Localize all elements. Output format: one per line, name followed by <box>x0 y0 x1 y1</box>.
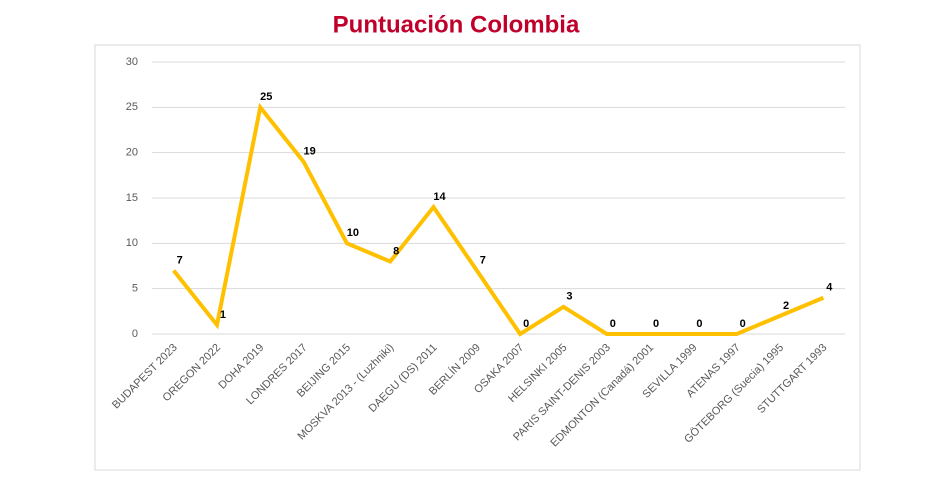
y-tick-label: 30 <box>126 56 138 68</box>
data-label: 7 <box>480 254 486 266</box>
data-label: 0 <box>653 318 659 330</box>
data-label: 8 <box>393 245 399 257</box>
data-label: 19 <box>303 146 315 158</box>
data-label: 25 <box>260 91 272 103</box>
data-label: 3 <box>566 291 572 303</box>
data-label: 0 <box>523 318 529 330</box>
data-label: 0 <box>696 318 702 330</box>
data-line <box>172 102 825 337</box>
y-tick-label: 25 <box>126 101 138 113</box>
y-tick-label: 15 <box>126 192 138 204</box>
y-tick-label: 10 <box>126 237 138 249</box>
chart-frame <box>94 44 861 471</box>
y-tick-label: 5 <box>132 283 138 295</box>
data-label: 7 <box>177 254 183 266</box>
y-tick-label: 20 <box>126 147 138 159</box>
data-label: 1 <box>220 309 226 321</box>
data-label: 14 <box>433 191 446 203</box>
data-label: 4 <box>826 282 833 294</box>
data-label: 0 <box>740 318 746 330</box>
data-label: 10 <box>347 227 359 239</box>
chart-title: Puntuación Colombia <box>333 11 580 38</box>
data-label: 0 <box>610 318 616 330</box>
y-tick-label: 0 <box>132 328 138 340</box>
data-label: 2 <box>783 300 789 312</box>
